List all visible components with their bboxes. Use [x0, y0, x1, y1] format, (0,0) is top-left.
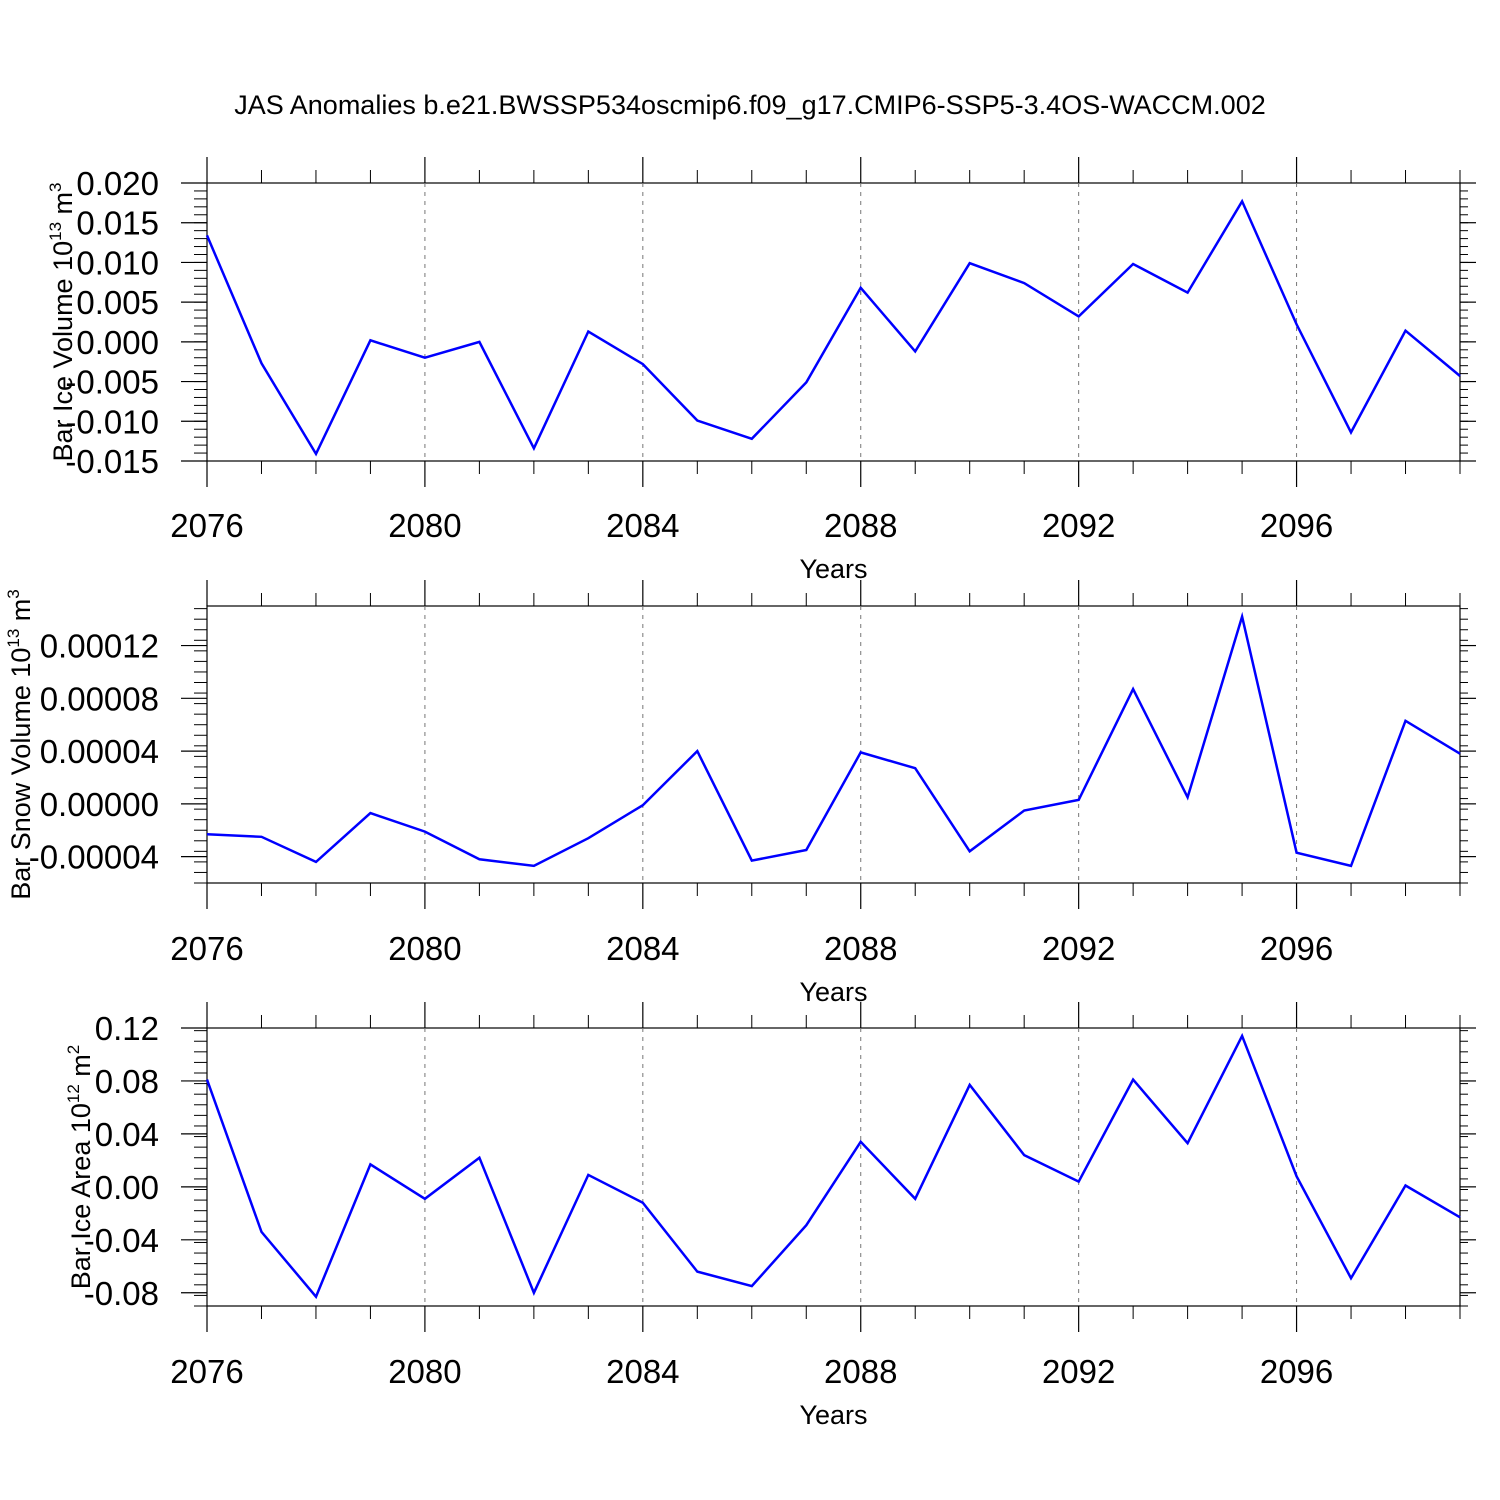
page-title: JAS Anomalies b.e21.BWSSP534oscmip6.f09_… [234, 90, 1266, 120]
y-tick-label: 0.010 [76, 244, 159, 281]
x-tick-label: 2092 [1042, 930, 1115, 967]
y-tick-label: 0.00012 [40, 628, 159, 665]
y-tick-label: 0.020 [76, 165, 159, 202]
x-tick-label: 2096 [1260, 1353, 1333, 1390]
chart-panel-3: 2076 2080 2084 2088 2092 2096 0.12 0.08 0.04 0.00… [64, 1002, 1476, 1430]
y-axis-title: Bar Ice Volume 1013 m3 [46, 182, 78, 461]
x-tick-label: 2092 [1042, 507, 1115, 544]
y-tick-label: 0.08 [95, 1063, 159, 1100]
x-axis-title: Years [799, 1400, 867, 1430]
x-tick-label: 2088 [824, 930, 897, 967]
y-tick-label: 0.005 [76, 284, 159, 321]
y-tick-label: 0.000 [76, 324, 159, 361]
x-tick-label: 2096 [1260, 930, 1333, 967]
y-tick-label: -0.005 [65, 364, 159, 401]
y-tick-label: 0.00004 [40, 733, 159, 770]
y-tick-label: 0.00 [95, 1169, 159, 1206]
series-line [206, 611, 1461, 868]
y-axis-title: Bar Ice Area 1012 m2 [64, 1045, 96, 1290]
x-tick-label: 2080 [388, 930, 461, 967]
x-axis-title: Years [799, 977, 867, 1007]
y-tick-label: -0.08 [84, 1275, 159, 1312]
x-tick-label: 2076 [170, 1353, 243, 1390]
plot-frame [206, 182, 1461, 462]
y-tick-label: 0.12 [95, 1010, 159, 1047]
y-tick-label: 0.04 [95, 1116, 159, 1153]
x-tick-label: 2084 [606, 930, 679, 967]
y-tick-label: -0.015 [65, 443, 159, 480]
x-tick-label: 2084 [606, 507, 679, 544]
x-tick-label: 2080 [388, 507, 461, 544]
chart-panel-2: 2076 2080 2084 2088 2092 2096 0.00012 0.00008 0.… [4, 580, 1476, 1007]
chart-panel-1: 2076 2080 2084 2088 2092 20960.0200.0150.0100… [46, 157, 1476, 584]
x-tick-label: 2096 [1260, 507, 1333, 544]
x-tick-label: 2080 [388, 1353, 461, 1390]
plot-frame [206, 1027, 1461, 1307]
x-axis-title: Years [799, 554, 867, 584]
series-line [205, 198, 1461, 457]
x-tick-label: 2076 [170, 507, 243, 544]
x-tick-label: 2088 [824, 1353, 897, 1390]
y-tick-label: -0.04 [84, 1222, 159, 1259]
plot-frame [206, 605, 1461, 884]
x-tick-label: 2076 [170, 930, 243, 967]
y-tick-label: 0.015 [76, 205, 159, 242]
series-line [205, 1032, 1461, 1300]
y-axis-title: Bar Snow Volume 1013 m3 [4, 589, 36, 900]
y-tick-label: -0.010 [65, 403, 159, 440]
x-tick-label: 2088 [824, 507, 897, 544]
y-tick-label: -0.00004 [29, 839, 159, 876]
y-tick-label: 0.00008 [40, 680, 159, 717]
x-tick-label: 2084 [606, 1353, 679, 1390]
y-tick-label: 0.00000 [40, 786, 159, 823]
x-tick-label: 2092 [1042, 1353, 1115, 1390]
